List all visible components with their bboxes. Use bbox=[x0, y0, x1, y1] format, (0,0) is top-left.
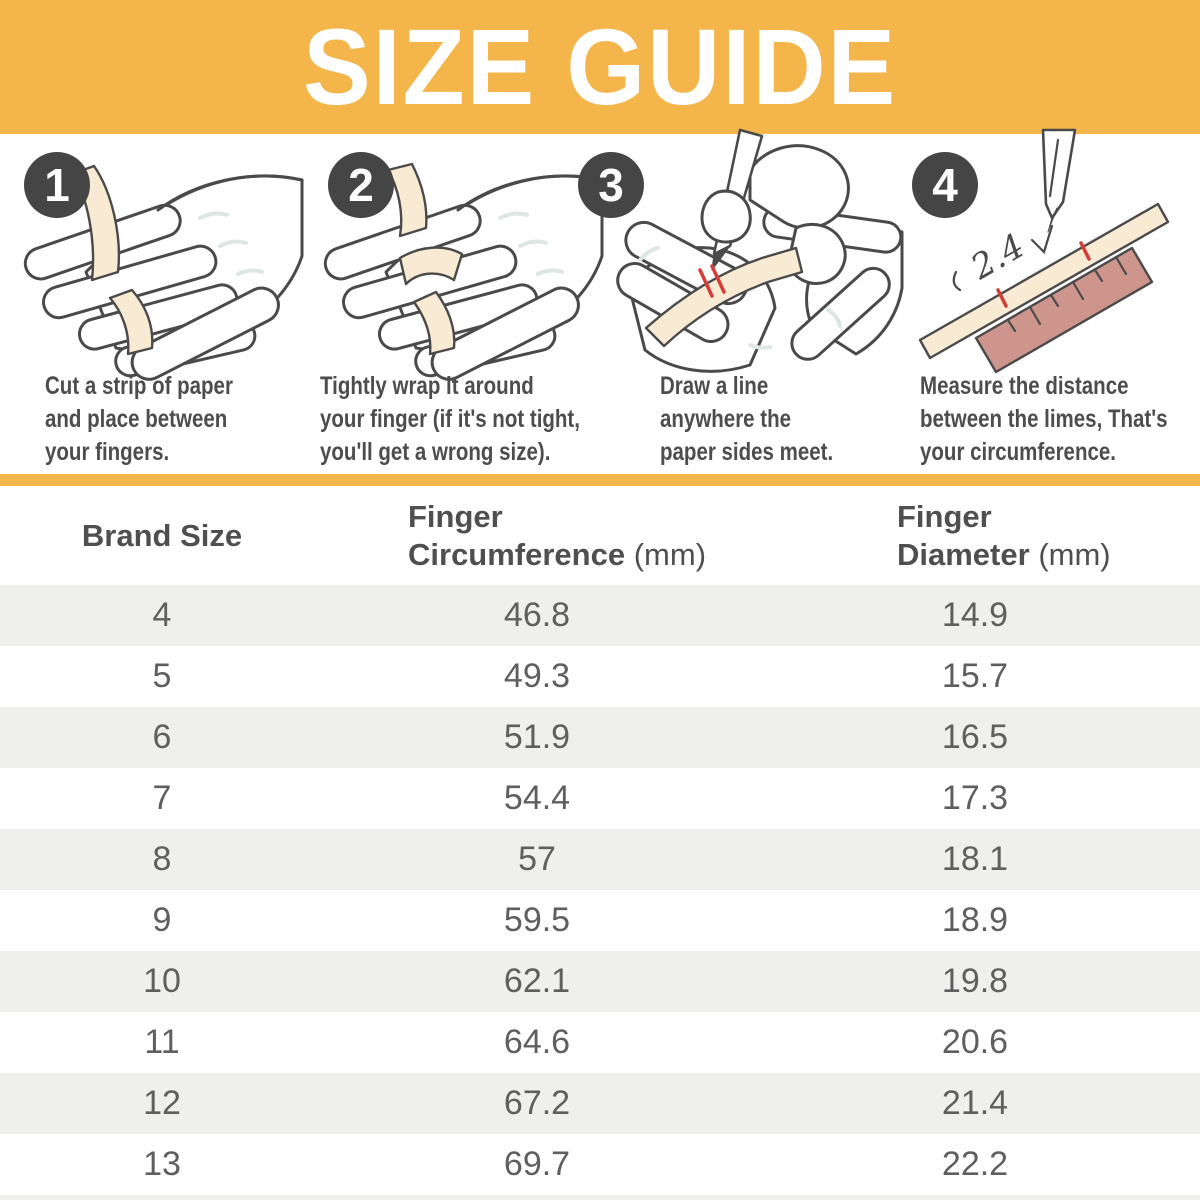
step-number-badge: 1 bbox=[24, 152, 90, 218]
diameter-value: 15.7 bbox=[941, 657, 1009, 695]
table-row: 8 57 18.1 bbox=[0, 829, 1200, 890]
step-caption: Measure the distance between the limes, … bbox=[920, 370, 1168, 469]
diameter-value: 21.4 bbox=[941, 1084, 1009, 1122]
caption-line: Draw a line bbox=[660, 372, 769, 400]
step-number-badge: 2 bbox=[328, 152, 394, 218]
caption-line: you'll get a wrong size). bbox=[320, 438, 551, 466]
diameter-value: 14.9 bbox=[941, 596, 1009, 634]
caption-line: between the limes, That's bbox=[920, 405, 1168, 433]
header-line: Diameter (mm) bbox=[897, 536, 1111, 572]
brand-size-value: 12 bbox=[143, 1084, 181, 1122]
hand-with-paper-strip-between-fingers-illustration bbox=[23, 164, 304, 381]
column-header-brand-size: Brand Size bbox=[81, 517, 243, 553]
pen-marking-strip-on-finger-illustration bbox=[616, 128, 904, 373]
brand-size-value: 9 bbox=[152, 901, 172, 939]
diameter-value: 18.1 bbox=[941, 840, 1009, 878]
circumference-value: 54.4 bbox=[503, 779, 571, 817]
header-line: Finger bbox=[408, 498, 503, 534]
brand-size-value: 13 bbox=[143, 1145, 181, 1183]
table-row: 10 62.1 19.8 bbox=[0, 951, 1200, 1012]
caption-line: your finger (if it's not tight, bbox=[320, 405, 580, 433]
diameter-value: 16.5 bbox=[941, 718, 1009, 756]
size-table-body: 4 46.8 14.9 5 49.3 15.7 6 51.9 16.5 7 54… bbox=[0, 585, 1200, 1200]
diameter-value: 22.2 bbox=[941, 1145, 1009, 1183]
circumference-value: 51.9 bbox=[503, 718, 571, 756]
unit-label: (mm) bbox=[1038, 536, 1111, 572]
caption-line: Tightly wrap it around bbox=[320, 372, 534, 400]
diameter-value: 20.6 bbox=[941, 1023, 1009, 1061]
table-row: 6 51.9 16.5 bbox=[0, 707, 1200, 768]
step-number: 1 bbox=[44, 159, 70, 211]
step-number: 4 bbox=[932, 159, 958, 211]
circumference-value: 46.8 bbox=[503, 596, 571, 634]
step-3: 3 Draw a line anywhere the paper sides m… bbox=[578, 128, 904, 474]
caption-line: anywhere the bbox=[660, 405, 792, 433]
brand-size-value: 4 bbox=[152, 596, 172, 634]
brand-size-value: 5 bbox=[152, 657, 172, 695]
instruction-steps: 1 Cut a strip of paper and place between… bbox=[0, 128, 1200, 474]
step-caption: Tightly wrap it around your finger (if i… bbox=[320, 370, 580, 469]
table-row: 4 46.8 14.9 bbox=[0, 585, 1200, 646]
circumference-value: 59.5 bbox=[503, 901, 571, 939]
circumference-value: 67.2 bbox=[503, 1084, 571, 1122]
table-row: 11 64.6 20.6 bbox=[0, 1012, 1200, 1073]
step-4: 2.4 4 Measure the distance between the l… bbox=[900, 128, 1200, 474]
size-guide-banner: SIZE GUIDE bbox=[0, 0, 1200, 134]
header-line: Circumference (mm) bbox=[408, 536, 707, 572]
caption-line: paper sides meet. bbox=[660, 438, 834, 466]
header-line: Finger bbox=[897, 498, 992, 534]
table-row: 5 49.3 15.7 bbox=[0, 646, 1200, 707]
caption-line: your fingers. bbox=[45, 438, 170, 466]
step-number: 3 bbox=[598, 159, 624, 211]
orange-divider-bar bbox=[0, 474, 1200, 486]
table-row: 7 54.4 17.3 bbox=[0, 768, 1200, 829]
table-row: 9 59.5 18.9 bbox=[0, 890, 1200, 951]
step-number-badge: 4 bbox=[912, 152, 978, 218]
size-table-header: Brand Size Finger Circumference (mm) Fin… bbox=[0, 486, 1200, 585]
caption-line: and place between bbox=[45, 405, 228, 433]
strip-measured-with-ruler-and-pen-illustration: 2.4 bbox=[918, 128, 1170, 374]
page-title: SIZE GUIDE bbox=[302, 6, 898, 127]
table-row: 13 69.7 22.2 bbox=[0, 1134, 1200, 1195]
step-2: 2 Tightly wrap it around your finger (if… bbox=[300, 134, 604, 474]
diameter-value: 18.9 bbox=[941, 901, 1009, 939]
brand-size-value: 10 bbox=[143, 962, 181, 1000]
table-row: 12 67.2 21.4 bbox=[0, 1073, 1200, 1134]
partial-next-row bbox=[0, 1195, 1200, 1200]
step-1: 1 Cut a strip of paper and place between… bbox=[0, 134, 304, 474]
circumference-value: 64.6 bbox=[503, 1023, 571, 1061]
caption-line: Cut a strip of paper bbox=[45, 372, 233, 400]
caption-line: Measure the distance bbox=[920, 372, 1129, 400]
measurement-annotation: 2.4 bbox=[964, 226, 1032, 288]
unit-label: (mm) bbox=[633, 536, 707, 572]
circumference-value: 57 bbox=[518, 840, 556, 878]
column-header-finger-diameter: Finger Diameter (mm) bbox=[750, 498, 1200, 574]
brand-size-value: 8 bbox=[152, 840, 172, 878]
step-number: 2 bbox=[348, 159, 374, 211]
step-caption: Draw a line anywhere the paper sides mee… bbox=[660, 370, 833, 469]
brand-size-value: 6 bbox=[152, 718, 172, 756]
circumference-value: 49.3 bbox=[503, 657, 571, 695]
diameter-value: 19.8 bbox=[941, 962, 1009, 1000]
step-number-badge: 3 bbox=[578, 152, 644, 218]
hand-with-strip-wrapped-around-finger-illustration bbox=[323, 162, 604, 381]
column-header-finger-circumference: Finger Circumference (mm) bbox=[324, 498, 750, 574]
diameter-value: 17.3 bbox=[941, 779, 1009, 817]
step-caption: Cut a strip of paper and place between y… bbox=[45, 370, 233, 469]
brand-size-value: 11 bbox=[144, 1023, 180, 1061]
circumference-value: 69.7 bbox=[503, 1145, 571, 1183]
brand-size-value: 7 bbox=[152, 779, 172, 817]
circumference-value: 62.1 bbox=[503, 962, 571, 1000]
caption-line: your circumference. bbox=[920, 438, 1116, 466]
